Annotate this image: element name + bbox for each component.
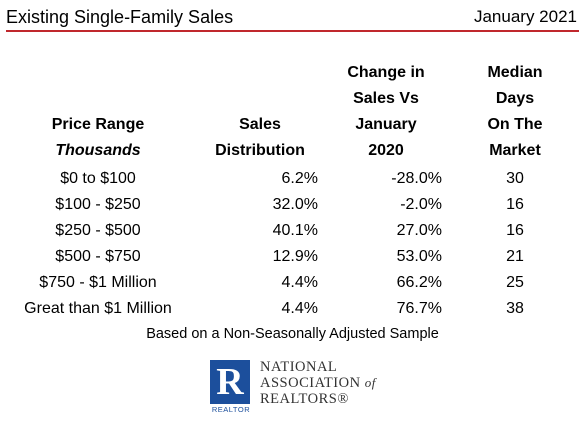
- table-row: Great than $1 Million 4.4% 76.7% 38: [0, 296, 585, 322]
- table-row: $100 - $250 32.0% -2.0% 16: [0, 192, 585, 218]
- col-header-change-line3: January: [355, 116, 417, 133]
- nar-wordmark-line1: NATIONAL: [260, 359, 338, 375]
- col-header-price-range-line1: Price Range: [51, 116, 145, 133]
- col-header-price-range-line2: Thousands: [55, 142, 141, 159]
- col-header-median-days-line1: Median: [487, 64, 543, 81]
- sales-change-cell: 53.0%: [396, 248, 442, 265]
- col-header-sales-distribution-line1: Sales: [239, 116, 281, 133]
- report-date: January 2021: [473, 7, 577, 26]
- median-days-cell: 25: [506, 274, 524, 291]
- sales-distribution-cell: 4.4%: [281, 300, 318, 317]
- col-header-sales-distribution: Sales Distribution: [196, 112, 324, 164]
- nar-wordmark-of: of: [364, 375, 376, 390]
- col-header-median-days: Median Days On The Market: [470, 60, 560, 164]
- nar-wordmark-line2: ASSOCIATION of: [260, 375, 376, 391]
- price-range-cell: $0 to $100: [60, 170, 136, 187]
- sales-change-cell: 27.0%: [396, 222, 442, 239]
- col-header-change-line1: Change in: [347, 64, 425, 81]
- sales-distribution-cell: 40.1%: [272, 222, 318, 239]
- col-header-median-days-line4: Market: [489, 142, 541, 159]
- table-row: $0 to $100 6.2% -28.0% 30: [0, 166, 585, 192]
- realtor-caption: REALTOR: [211, 405, 251, 414]
- sales-change-cell: -2.0%: [400, 196, 442, 213]
- sales-distribution-cell: 6.2%: [281, 170, 318, 187]
- realtor-r-icon: R: [210, 360, 250, 404]
- sales-distribution-cell: 4.4%: [281, 274, 318, 291]
- table-row: $250 - $500 40.1% 27.0% 16: [0, 218, 585, 244]
- median-days-cell: 16: [506, 222, 524, 239]
- price-range-cell: $250 - $500: [55, 222, 141, 239]
- sales-change-cell: 76.7%: [396, 300, 442, 317]
- nar-wordmark-line3: REALTORS®: [260, 391, 349, 407]
- col-header-change-line4: 2020: [368, 142, 404, 159]
- col-header-median-days-line2: Days: [495, 90, 535, 107]
- price-range-cell: $100 - $250: [55, 196, 141, 213]
- median-days-cell: 21: [506, 248, 524, 265]
- realtor-r-letter: R: [216, 361, 244, 403]
- nar-wordmark: NATIONAL ASSOCIATION of REALTORS®: [260, 359, 376, 407]
- sales-distribution-cell: 12.9%: [272, 248, 318, 265]
- median-days-cell: 38: [506, 300, 524, 317]
- header: Existing Single-Family Sales January 202…: [6, 4, 579, 32]
- nar-logo: R REALTOR NATIONAL ASSOCIATION of REALTO…: [210, 356, 410, 418]
- price-range-cell: Great than $1 Million: [24, 300, 172, 317]
- median-days-cell: 30: [506, 170, 524, 187]
- sales-change-cell: 66.2%: [396, 274, 442, 291]
- sample-note: Based on a Non-Seasonally Adjusted Sampl…: [146, 326, 439, 342]
- col-header-median-days-line3: On The: [487, 116, 543, 133]
- median-days-cell: 16: [506, 196, 524, 213]
- sales-change-cell: -28.0%: [391, 170, 442, 187]
- col-header-price-range: Price Range Thousands: [0, 112, 196, 164]
- price-range-cell: $500 - $750: [55, 248, 141, 265]
- sales-distribution-cell: 32.0%: [272, 196, 318, 213]
- nar-wordmark-association: ASSOCIATION: [260, 375, 361, 391]
- table-row: $750 - $1 Million 4.4% 66.2% 25: [0, 270, 585, 296]
- col-header-change: Change in Sales Vs January 2020: [326, 60, 446, 164]
- col-header-change-line2: Sales Vs: [353, 90, 419, 107]
- price-range-cell: $750 - $1 Million: [39, 274, 157, 291]
- col-header-sales-distribution-line2: Distribution: [215, 142, 305, 159]
- table-row: $500 - $750 12.9% 53.0% 21: [0, 244, 585, 270]
- page-title: Existing Single-Family Sales: [6, 7, 234, 27]
